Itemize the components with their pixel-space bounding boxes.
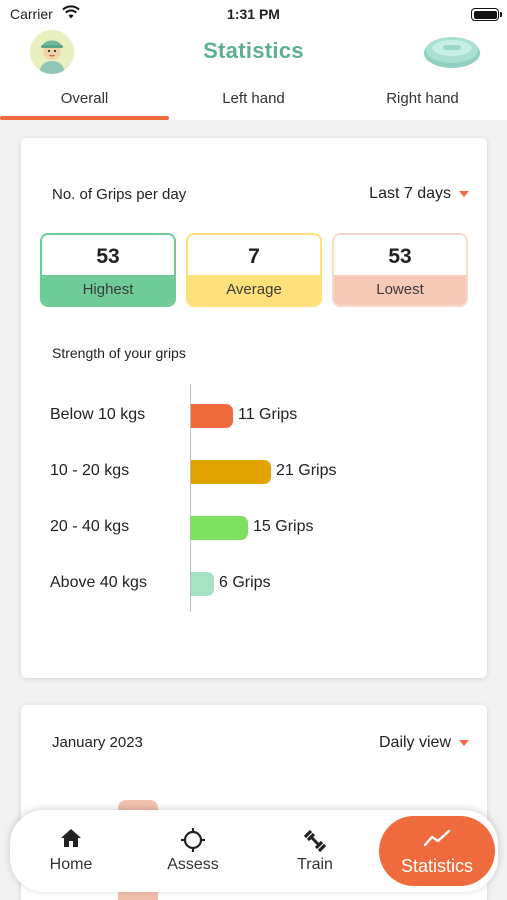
hand-tabs: Overall Left hand Right hand (0, 86, 507, 120)
page-title: Statistics (203, 38, 304, 63)
stat-highest: 53 Highest (40, 233, 176, 307)
stat-average-value: 7 (248, 245, 260, 268)
grip-device-icon[interactable] (423, 32, 481, 70)
stat-lowest-value: 53 (388, 245, 412, 268)
strength-row-label: Above 40 kgs (50, 574, 147, 591)
carrier-label: Carrier (10, 6, 53, 22)
strength-bar-value: 6 Grips (219, 574, 271, 591)
app-header: Statistics Overall Left hand Right hand (0, 28, 507, 120)
strength-bar-value: 11 Grips (238, 406, 298, 423)
avatar[interactable] (30, 30, 74, 74)
stat-highest-value: 53 (96, 245, 120, 268)
nav-statistics[interactable]: Statistics (379, 816, 495, 886)
status-bar: Carrier 1:31 PM (0, 0, 507, 28)
month-title: January 2023 (52, 734, 143, 751)
view-value: Daily view (378, 734, 451, 751)
view-dropdown[interactable]: Daily view (379, 734, 469, 752)
strength-bar-value: 21 Grips (276, 462, 337, 479)
nav-train[interactable]: Train (254, 810, 376, 892)
dumbbell-icon (303, 829, 327, 853)
crosshair-icon (181, 828, 205, 852)
wifi-icon (62, 5, 80, 19)
nav-home[interactable]: Home (10, 810, 132, 892)
stat-average-label: Average (188, 275, 320, 305)
tab-overall[interactable]: Overall (60, 90, 109, 107)
grips-card: No. of Grips per day Last 7 days 53 High… (21, 138, 487, 678)
tab-left-hand[interactable]: Left hand (222, 90, 285, 107)
strength-bar-value: 15 Grips (253, 518, 314, 535)
nav-assess-label: Assess (167, 856, 219, 873)
bar-axis-line (190, 384, 191, 612)
strength-row-label: 20 - 40 kgs (50, 518, 130, 535)
nav-statistics-label: Statistics (400, 856, 474, 876)
stat-lowest: 53 Lowest (332, 233, 468, 307)
stat-lowest-label: Lowest (334, 275, 466, 305)
grips-per-day-title: No. of Grips per day (52, 186, 187, 203)
caret-down-icon (459, 191, 469, 197)
strength-bar (191, 404, 233, 428)
home-icon (61, 829, 81, 847)
caret-down-icon (459, 740, 469, 746)
stat-average: 7 Average (186, 233, 322, 307)
stat-highest-label: Highest (42, 275, 174, 305)
strength-row-label: 10 - 20 kgs (50, 462, 130, 479)
period-value: Last 7 days (369, 185, 451, 202)
nav-assess[interactable]: Assess (132, 810, 254, 892)
nav-home-label: Home (49, 856, 93, 873)
period-dropdown[interactable]: Last 7 days (369, 185, 469, 203)
nav-train-label: Train (297, 856, 333, 873)
trend-icon (423, 829, 451, 847)
strength-bar (191, 460, 271, 484)
strength-title: Strength of your grips (52, 345, 186, 361)
avatar-icon (30, 30, 74, 74)
battery-icon (471, 8, 502, 21)
clock: 1:31 PM (227, 6, 280, 22)
strength-bar (191, 516, 248, 540)
strength-bar (191, 572, 214, 596)
tab-right-hand[interactable]: Right hand (386, 90, 459, 107)
bottom-nav: Home Assess Train Statistics (10, 810, 498, 892)
active-tab-indicator (0, 116, 169, 120)
strength-row-label: Below 10 kgs (50, 406, 146, 423)
